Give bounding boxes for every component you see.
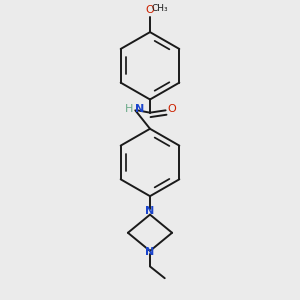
Text: O: O xyxy=(146,5,154,15)
Text: N: N xyxy=(135,104,145,114)
Text: O: O xyxy=(168,104,176,114)
Text: CH₃: CH₃ xyxy=(152,4,168,13)
Text: N: N xyxy=(146,247,154,257)
Text: H: H xyxy=(124,104,133,114)
Text: N: N xyxy=(146,206,154,216)
